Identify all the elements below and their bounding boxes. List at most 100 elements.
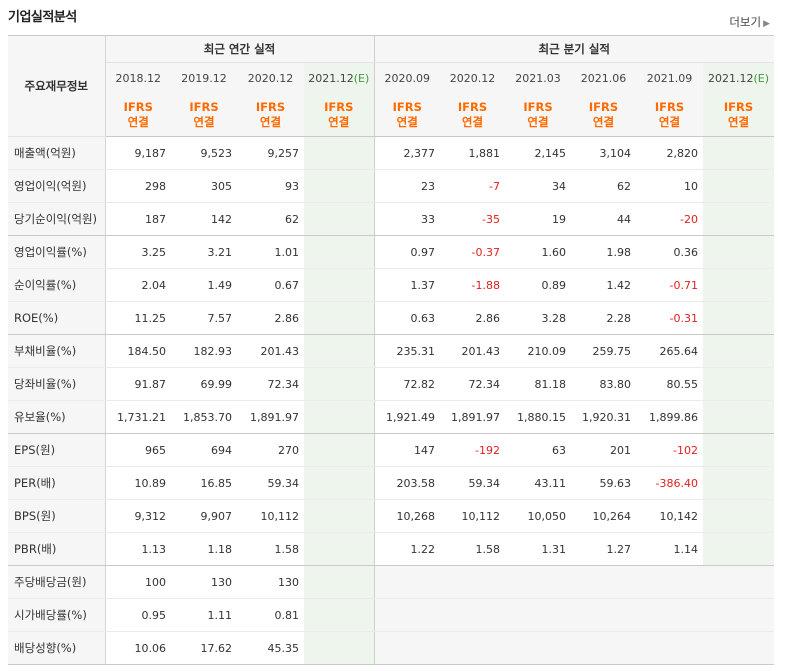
cell-value: 7.57 <box>171 301 237 335</box>
cell-value: 1,880.15 <box>505 400 571 434</box>
cell-value: 694 <box>171 433 237 467</box>
cell-value <box>304 301 375 335</box>
cell-value <box>304 400 375 434</box>
cell-value: 201 <box>571 433 636 467</box>
cell-value: 184.50 <box>105 334 171 368</box>
empty-cell <box>440 565 505 599</box>
cell-value: 91.87 <box>105 367 171 401</box>
cell-value: 1.58 <box>237 532 304 566</box>
cell-value: 1,853.70 <box>171 400 237 434</box>
cell-value: -0.71 <box>636 268 703 302</box>
cell-value <box>703 400 774 434</box>
cell-value: 142 <box>171 202 237 236</box>
cell-value: 43.11 <box>505 466 571 500</box>
row-label: 매출액(억원) <box>8 136 106 170</box>
cell-value: 59.34 <box>237 466 304 500</box>
empty-cell <box>505 598 571 632</box>
cell-value: 1.27 <box>571 532 636 566</box>
period-header: 2019.12 <box>171 62 237 94</box>
consolidated-label: 연결 <box>592 115 615 129</box>
cell-value <box>304 631 375 665</box>
empty-cell <box>440 631 505 665</box>
ifrs-header: IFRS 연결 <box>237 94 304 137</box>
table-row: 순이익률(%) 2.04 1.49 0.67 1.37 -1.88 0.89 1.42 -0.7… <box>8 268 774 302</box>
consolidated-label: 연결 <box>127 115 149 129</box>
period-header: 2020.12 <box>440 62 505 94</box>
cell-value: 2,820 <box>636 136 703 170</box>
cell-value <box>304 433 375 467</box>
table-row: 유보율(%) 1,731.21 1,853.70 1,891.97 1,921.49 1,… <box>8 400 774 434</box>
period-header: 2021.03 <box>505 62 571 94</box>
cell-value: 210.09 <box>505 334 571 368</box>
table-row: 당좌비율(%) 91.87 69.99 72.34 72.82 72.34 81.18 83.… <box>8 367 774 401</box>
cell-value: 1,731.21 <box>105 400 171 434</box>
cell-value: -20 <box>636 202 703 236</box>
chevron-right-icon: ▶ <box>763 19 770 29</box>
cell-value: 69.99 <box>171 367 237 401</box>
cell-value <box>304 334 375 368</box>
cell-value <box>304 598 375 632</box>
consolidated-label: 연결 <box>461 115 484 129</box>
cell-value: 201.43 <box>237 334 304 368</box>
cell-value: 2,145 <box>505 136 571 170</box>
cell-value: 1.37 <box>374 268 440 302</box>
cell-value <box>703 367 774 401</box>
cell-value: 1,881 <box>440 136 505 170</box>
cell-value: 1.58 <box>440 532 505 566</box>
cell-value: 187 <box>105 202 171 236</box>
period-label: 2021.09 <box>646 72 693 85</box>
cell-value: 10,142 <box>636 499 703 533</box>
financial-summary-table: 주요재무정보 최근 연간 실적 최근 분기 실적 2018.12 2019.12 2… <box>8 35 774 665</box>
ifrs-label: IFRS <box>523 100 553 114</box>
cell-value: 1.49 <box>171 268 237 302</box>
period-label: 2020.09 <box>384 72 431 85</box>
ifrs-label: IFRS <box>654 100 685 114</box>
more-link[interactable]: 더보기 ▶ <box>729 14 770 30</box>
row-label: BPS(원) <box>8 499 106 533</box>
empty-cell <box>703 631 774 665</box>
cell-value <box>703 202 774 236</box>
cell-value: 182.93 <box>171 334 237 368</box>
cell-value: 3.28 <box>505 301 571 335</box>
ifrs-label: IFRS <box>324 100 354 114</box>
period-label: 2021.06 <box>580 72 627 85</box>
cell-value: 59.63 <box>571 466 636 500</box>
cell-value <box>304 268 375 302</box>
consolidated-label: 연결 <box>727 115 750 129</box>
empty-cell <box>703 565 774 599</box>
consolidated-label: 연결 <box>396 115 418 129</box>
cell-value: 16.85 <box>171 466 237 500</box>
ifrs-label: IFRS <box>723 100 754 114</box>
cell-value: 1.31 <box>505 532 571 566</box>
cell-value: -1.88 <box>440 268 505 302</box>
cell-value: 1,891.97 <box>237 400 304 434</box>
ifrs-header: IFRS 연결 <box>703 94 774 137</box>
table-row: BPS(원) 9,312 9,907 10,112 10,268 10,112 10,050… <box>8 499 774 533</box>
empty-cell <box>571 631 636 665</box>
cell-value: 10.06 <box>105 631 171 665</box>
empty-cell <box>571 598 636 632</box>
cell-value: 2.28 <box>571 301 636 335</box>
cell-value: 10,268 <box>374 499 440 533</box>
cell-value: 10 <box>636 169 703 203</box>
table-row: 주당배당금(원) 100 130 130 <box>8 565 774 599</box>
cell-value: 62 <box>237 202 304 236</box>
ifrs-header: IFRS 연결 <box>374 94 440 137</box>
empty-cell <box>703 598 774 632</box>
empty-cell <box>374 598 440 632</box>
row-label: 영업이익(억원) <box>8 169 106 203</box>
period-header: 2021.06 <box>571 62 636 94</box>
cell-value <box>703 235 774 269</box>
cell-value: 265.64 <box>636 334 703 368</box>
cell-value: 305 <box>171 169 237 203</box>
period-label: 2021.12 <box>707 72 754 85</box>
cell-value: 147 <box>374 433 440 467</box>
ifrs-label: IFRS <box>255 100 286 114</box>
table-row: 매출액(억원) 9,187 9,523 9,257 2,377 1,881 2,145 3,1… <box>8 136 774 170</box>
period-header: 2021.12(E) <box>703 62 774 94</box>
cell-value: 19 <box>505 202 571 236</box>
table-row: ROE(%) 11.25 7.57 2.86 0.63 2.86 3.28 2.28 -0.31 <box>8 301 774 335</box>
row-label: 부채비율(%) <box>8 334 106 368</box>
table-row: EPS(원) 965 694 270 147 -192 63 201 -102 <box>8 433 774 467</box>
cell-value <box>304 235 375 269</box>
